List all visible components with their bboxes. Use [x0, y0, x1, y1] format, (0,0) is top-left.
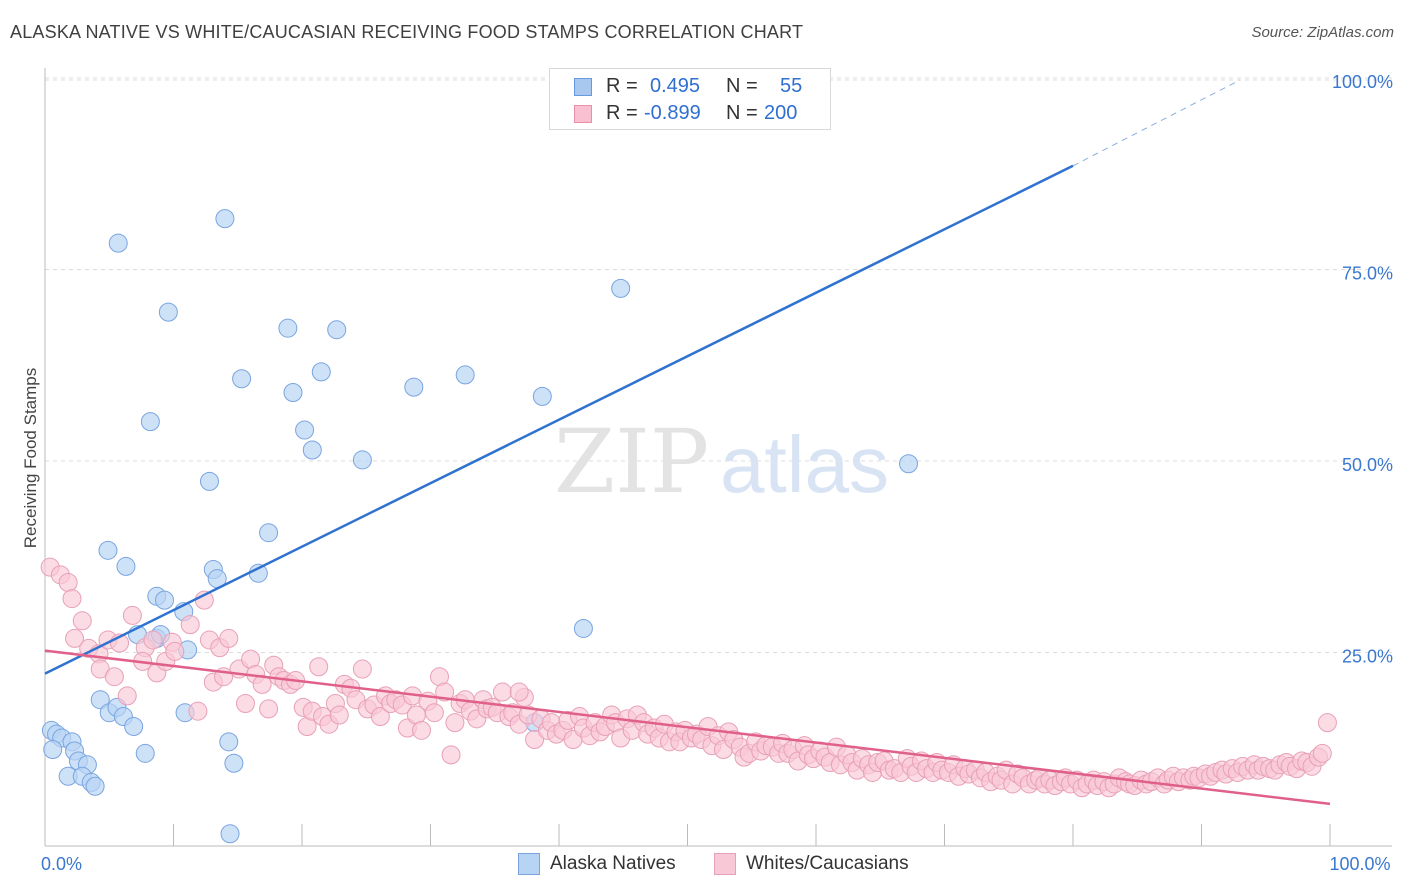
point-alaska-natives [108, 233, 128, 253]
point-alaska-natives [215, 209, 235, 229]
point-whites-caucasians [219, 628, 239, 648]
point-whites-caucasians [309, 657, 329, 677]
point-alaska-natives [352, 450, 372, 470]
point-whites-caucasians [492, 682, 512, 702]
point-whites-caucasians [62, 589, 82, 609]
point-alaska-natives [302, 440, 322, 460]
y-axis-label: Receiving Food Stamps [21, 368, 40, 548]
y-tick-label: 25.0% [1342, 647, 1393, 667]
point-alaska-natives [158, 302, 178, 322]
point-whites-caucasians [259, 699, 279, 719]
series-whites-caucasians [40, 557, 1337, 798]
point-alaska-natives [259, 523, 279, 543]
point-alaska-natives [224, 753, 244, 773]
point-whites-caucasians [65, 628, 85, 648]
x-tick-label: 100.0% [1329, 854, 1390, 874]
axes-layer [44, 68, 1392, 847]
point-alaska-natives [899, 454, 919, 474]
point-alaska-natives [278, 318, 298, 338]
watermark: ZIP atlas [554, 410, 889, 513]
legend-r-value: 0.495 [650, 75, 701, 97]
point-whites-caucasians [104, 667, 124, 687]
point-alaska-natives [532, 386, 552, 406]
point-alaska-natives [232, 369, 252, 389]
trend-line-alaska-natives [44, 164, 1074, 675]
point-whites-caucasians [525, 730, 545, 750]
point-alaska-natives [219, 732, 239, 752]
point-whites-caucasians [412, 720, 432, 740]
point-alaska-natives [611, 278, 631, 298]
bottom-legend-swatch-pink [714, 853, 736, 875]
point-whites-caucasians [188, 701, 208, 721]
trend-line-extension-alaska-natives [1072, 79, 1241, 167]
x-tick-label: 0.0% [41, 854, 82, 874]
legend-swatch-pink [574, 105, 592, 123]
trend-line-whites-caucasians [44, 649, 1331, 806]
point-alaska-natives [295, 420, 315, 440]
point-alaska-natives [455, 365, 475, 385]
legend-n-value: 200 [764, 102, 798, 124]
series-alaska-natives [41, 209, 919, 844]
point-alaska-natives [98, 540, 118, 560]
point-whites-caucasians [72, 611, 92, 631]
legend-n-label: N = [726, 75, 758, 97]
legend-n-label: N = [726, 102, 758, 124]
point-alaska-natives [327, 320, 347, 340]
watermark-atlas: atlas [720, 420, 889, 509]
legend-r-label: R = [606, 75, 638, 97]
legend-swatch-blue [574, 78, 592, 96]
point-whites-caucasians [424, 703, 444, 723]
point-whites-caucasians [58, 572, 78, 592]
point-alaska-natives [43, 739, 63, 759]
tick-labels: 25.0% 50.0% 75.0% 100.0% 0.0% 100.0% [41, 72, 1393, 874]
point-whites-caucasians [122, 605, 142, 625]
bottom-legend-swatch-blue [518, 853, 540, 875]
point-whites-caucasians [352, 659, 372, 679]
stats-legend: R = 0.495 N = 55 R = -0.899 N = 200 [549, 68, 831, 130]
legend-r-value: -0.899 [644, 102, 701, 124]
point-alaska-natives [90, 690, 110, 710]
point-whites-caucasians [165, 641, 185, 661]
point-alaska-natives [116, 556, 136, 576]
point-alaska-natives [124, 717, 144, 737]
source-label: Source: ZipAtlas.com [1251, 24, 1394, 41]
point-whites-caucasians [1317, 713, 1337, 733]
point-alaska-natives [283, 383, 303, 403]
point-alaska-natives [220, 824, 240, 844]
chart-title: ALASKA NATIVE VS WHITE/CAUCASIAN RECEIVI… [10, 22, 804, 42]
y-tick-label: 100.0% [1332, 72, 1393, 92]
point-whites-caucasians [117, 686, 137, 706]
point-whites-caucasians [329, 705, 349, 725]
point-alaska-natives [85, 776, 105, 796]
point-alaska-natives [155, 590, 175, 610]
watermark-zip: ZIP [554, 410, 709, 513]
point-alaska-natives [199, 471, 219, 491]
y-tick-label: 75.0% [1342, 264, 1393, 284]
point-alaska-natives [573, 618, 593, 638]
point-alaska-natives [135, 743, 155, 763]
trend-lines [44, 79, 1331, 806]
point-whites-caucasians [509, 682, 529, 702]
y-tick-label: 50.0% [1342, 455, 1393, 475]
point-whites-caucasians [441, 745, 461, 765]
point-alaska-natives [404, 377, 424, 397]
legend-r-label: R = [606, 102, 638, 124]
point-alaska-natives [311, 362, 331, 382]
point-whites-caucasians [180, 615, 200, 635]
grid-layer [45, 77, 1392, 653]
point-whites-caucasians [235, 694, 255, 714]
bottom-legend-label: Alaska Natives [550, 853, 676, 874]
point-whites-caucasians [445, 713, 465, 733]
point-alaska-natives [140, 412, 160, 432]
point-whites-caucasians [1312, 743, 1332, 763]
legend-n-value: 55 [780, 75, 803, 97]
bottom-legend-label: Whites/Caucasians [746, 853, 909, 874]
point-whites-caucasians [370, 707, 390, 727]
point-whites-caucasians [143, 630, 163, 650]
